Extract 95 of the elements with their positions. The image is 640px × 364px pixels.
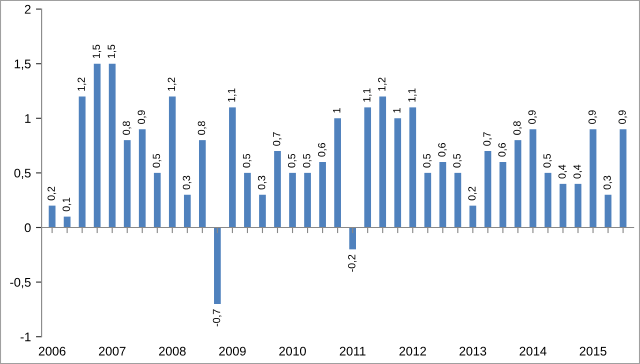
x-tick-label: 2007: [98, 346, 126, 356]
bar: [214, 228, 221, 304]
bar: [454, 172, 462, 228]
bar: [530, 129, 536, 228]
bar: [484, 151, 492, 228]
x-tick-label: 2010: [279, 346, 306, 356]
bar: [334, 118, 341, 228]
bar: [289, 172, 296, 228]
y-tick-label: 0,5: [14, 168, 31, 180]
data-label: 0,6: [318, 143, 327, 157]
data-label: 1,1: [408, 88, 417, 102]
data-label: 0,7: [272, 132, 282, 146]
data-label: 0,5: [152, 154, 162, 168]
data-label: -0,7: [212, 309, 222, 326]
x-tick-label: 2014: [520, 346, 546, 356]
bar: [349, 228, 356, 250]
bar: [244, 172, 251, 228]
data-label: 1: [333, 108, 340, 113]
y-tick-label: 2: [24, 4, 31, 14]
bar: [124, 140, 131, 228]
y-tick-label: 1,5: [14, 60, 31, 70]
data-label: -0,2: [348, 254, 357, 272]
bar: [424, 172, 432, 228]
data-label: 0,6: [498, 143, 507, 157]
x-tick-label: 2006: [38, 346, 66, 356]
bar: [154, 172, 161, 228]
data-label: 0,9: [138, 110, 146, 124]
data-label: 0,4: [558, 164, 568, 178]
x-tick-label: 2015: [580, 346, 606, 356]
bar: [604, 194, 612, 228]
data-label: 0,5: [302, 154, 312, 168]
bar: [304, 172, 311, 228]
data-label: 0,5: [453, 154, 462, 168]
bar: [364, 107, 372, 228]
data-label: 1,1: [228, 88, 236, 102]
data-label: 1: [393, 108, 400, 113]
data-label: 0,9: [588, 110, 598, 124]
data-label: 0,1: [62, 198, 72, 212]
data-label: 0,2: [468, 186, 477, 200]
data-label: 1,2: [378, 78, 387, 91]
bar: [469, 206, 476, 228]
y-tick-label: 1: [25, 114, 31, 123]
bar: [138, 129, 146, 228]
bar: [409, 107, 416, 228]
data-label: 0,5: [242, 154, 252, 168]
y-tick-label: -0,5: [10, 278, 31, 288]
bar: [64, 216, 71, 228]
data-label: 1,1: [363, 88, 372, 102]
x-tick-label: 2013: [460, 346, 486, 356]
data-label: 0,8: [513, 121, 522, 135]
bar: [544, 172, 552, 228]
x-tick-label: 2011: [340, 346, 366, 356]
bar: [560, 184, 566, 228]
data-label: 0,3: [603, 176, 612, 190]
data-label: 0,8: [198, 121, 206, 135]
data-label: 0,5: [288, 154, 297, 168]
bar: [590, 129, 596, 228]
bar: [514, 140, 522, 228]
data-label: 0,9: [618, 110, 628, 124]
bar: [78, 96, 86, 228]
data-label: 0,3: [182, 176, 192, 190]
bar: [379, 96, 386, 228]
bar: [168, 96, 176, 228]
bar: [48, 206, 56, 228]
bar: [259, 194, 266, 228]
bar: [94, 64, 101, 228]
bar: [229, 107, 236, 228]
data-label: 1,5: [92, 44, 102, 58]
data-label: 0,5: [423, 154, 432, 168]
bar: [198, 140, 206, 228]
data-label: 0,2: [48, 186, 56, 200]
data-label: 1,2: [78, 78, 86, 91]
data-label: 0,5: [543, 154, 552, 168]
y-tick-label: -1: [20, 332, 31, 342]
data-label: 1,5: [108, 44, 116, 58]
bar: [108, 64, 116, 228]
bar: [439, 162, 446, 228]
data-label: 0,4: [573, 164, 582, 178]
data-label: 1,2: [168, 78, 176, 91]
x-tick-label: 2009: [219, 346, 246, 356]
y-tick-label: 0: [24, 223, 31, 232]
bar: [274, 151, 281, 228]
data-label: 0,7: [483, 132, 492, 146]
x-tick-label: 2012: [399, 346, 426, 356]
data-label: 0,9: [528, 110, 537, 124]
data-label: 0,6: [438, 143, 447, 157]
x-tick-label: 2008: [159, 346, 186, 356]
bar: [394, 118, 402, 228]
bar: [620, 129, 626, 228]
bar: [184, 194, 191, 228]
bar: [574, 184, 582, 228]
data-label: 0,8: [122, 121, 132, 135]
data-label: 0,3: [258, 176, 266, 190]
bar: [319, 162, 326, 228]
bar: [500, 162, 506, 228]
